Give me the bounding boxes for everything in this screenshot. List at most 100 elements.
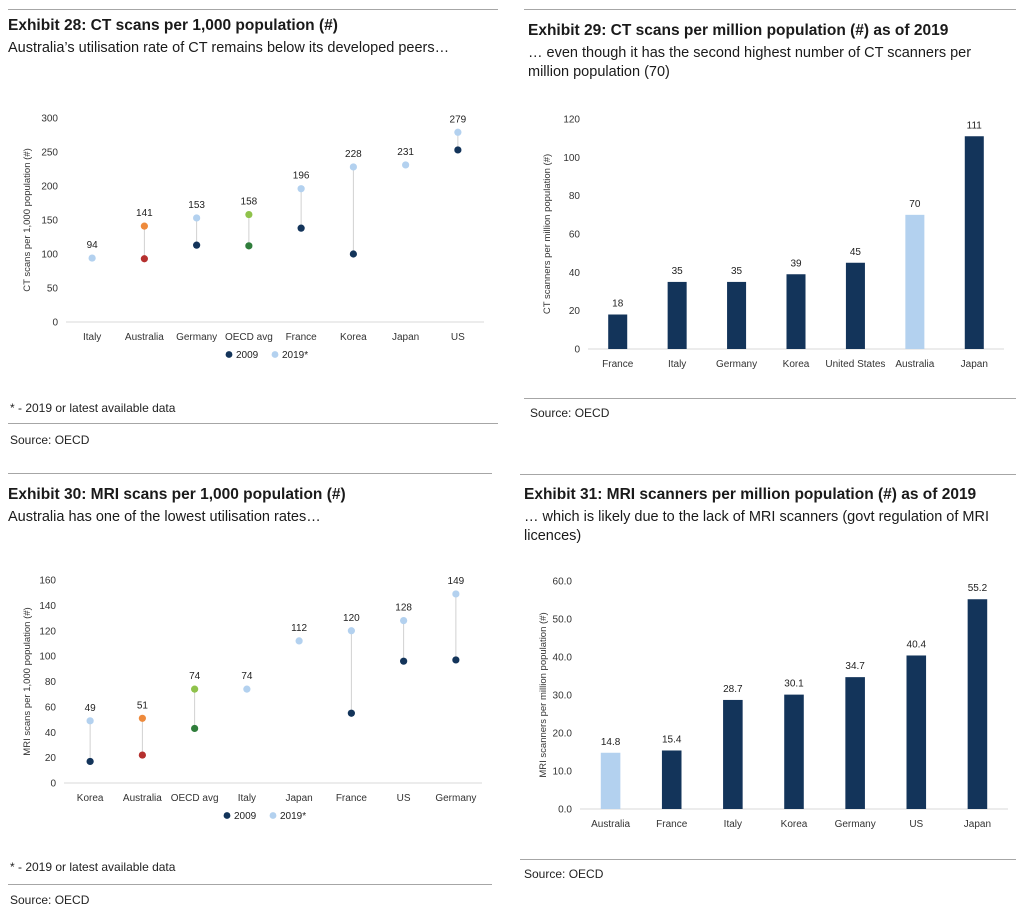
y-tick-label: 160 <box>39 576 56 587</box>
exhibit-31-subtitle: … which is likely due to the lack of MRI… <box>524 509 989 544</box>
bar <box>786 274 806 349</box>
divider-rule <box>524 398 1016 399</box>
data-label: 74 <box>189 671 201 682</box>
top-rule <box>520 474 1016 475</box>
x-tick-label: France <box>602 359 634 370</box>
legend-label-2009: 2009 <box>234 811 257 822</box>
x-tick-label: Germany <box>716 359 757 370</box>
bar <box>967 599 988 809</box>
y-tick-label: 0.0 <box>558 805 572 816</box>
x-tick-label: Japan <box>964 819 991 830</box>
data-label: 14.8 <box>601 737 621 748</box>
x-tick-label: Japan <box>961 359 988 370</box>
point-2019 <box>191 685 199 693</box>
data-label: 74 <box>241 671 253 682</box>
point-2019 <box>88 254 96 262</box>
data-label: 70 <box>909 199 921 210</box>
bar <box>905 214 925 349</box>
x-tick-label: Korea <box>340 332 367 343</box>
point-2019 <box>452 590 460 598</box>
y-tick-label: 140 <box>39 601 56 612</box>
data-label: 45 <box>850 247 862 258</box>
x-tick-label: Korea <box>781 819 808 830</box>
exhibit-29-subtitle: … even though it has the second highest … <box>528 45 972 80</box>
exhibit-29-chart: 0 20 40 60 80 100 120 CT scanners per million p… <box>542 115 1004 370</box>
bar <box>845 262 865 349</box>
x-tick-label: Italy <box>668 359 686 370</box>
data-label: 112 <box>291 623 307 634</box>
data-label: 128 <box>395 603 412 614</box>
point-2019 <box>86 717 94 725</box>
y-axis-label: CT scanners per million population (#) <box>542 154 553 314</box>
top-rule <box>8 473 492 474</box>
y-tick-label: 20 <box>45 753 57 764</box>
y-tick-label: 100 <box>563 153 580 164</box>
x-tick-label: Australia <box>591 819 630 830</box>
bar <box>723 699 743 809</box>
y-tick-label: 30.0 <box>553 691 573 702</box>
legend-marker-2019 <box>271 351 279 358</box>
bar <box>667 281 687 349</box>
y-tick-label: 80 <box>569 191 581 202</box>
divider-rule <box>8 884 492 885</box>
exhibit-28-subtitle: Australia’s utilisation rate of CT remai… <box>8 40 450 56</box>
point-2009 <box>454 146 462 154</box>
y-axis-label: MRI scans per 1,000 population (#) <box>22 607 33 755</box>
x-tick-label: United States <box>825 359 885 370</box>
divider-rule <box>520 859 1016 860</box>
point-2019 <box>193 214 201 222</box>
y-tick-label: 50.0 <box>553 615 573 626</box>
legend-marker-2019 <box>269 812 277 819</box>
x-tick-label: Korea <box>77 793 104 804</box>
point-2019 <box>402 161 410 169</box>
point-2009 <box>138 751 146 759</box>
point-2009 <box>452 656 460 664</box>
legend-marker-2009 <box>225 351 233 358</box>
bar <box>608 314 628 349</box>
y-tick-label: 60 <box>45 702 57 713</box>
point-2019 <box>400 617 408 625</box>
x-tick-label: US <box>909 819 923 830</box>
x-tick-label: Japan <box>392 332 419 343</box>
data-label: 40.4 <box>907 639 927 650</box>
x-tick-label: France <box>336 793 368 804</box>
exhibit-30-source: Source: OECD <box>10 893 90 907</box>
bar <box>906 655 927 809</box>
data-label: 196 <box>293 171 310 182</box>
point-2009 <box>347 709 355 717</box>
data-label: 30.1 <box>784 679 804 690</box>
x-tick-label: Korea <box>783 359 810 370</box>
y-tick-label: 0 <box>574 345 580 356</box>
point-2009 <box>297 224 305 232</box>
y-tick-label: 150 <box>41 216 58 227</box>
top-rule <box>524 9 1016 10</box>
point-2019 <box>245 210 253 219</box>
y-tick-label: 120 <box>563 115 580 126</box>
y-tick-label: 300 <box>41 114 58 125</box>
x-tick-label: Australia <box>125 332 164 343</box>
x-tick-label: France <box>656 819 688 830</box>
x-tick-label: Japan <box>286 793 313 804</box>
y-tick-label: 20 <box>569 306 581 317</box>
exhibit-29-title: Exhibit 29: CT scans per million populat… <box>528 22 949 39</box>
x-tick-label: Australia <box>123 793 162 804</box>
y-tick-label: 10.0 <box>553 767 573 778</box>
point-2019 <box>243 685 251 693</box>
point-2019 <box>140 222 148 230</box>
y-tick-label: 40 <box>45 728 57 739</box>
y-tick-label: 40.0 <box>553 653 573 664</box>
y-axis-label: CT scans per 1,000 population (#) <box>22 148 33 291</box>
x-tick-label: OECD avg <box>225 332 273 343</box>
point-2009 <box>86 757 94 766</box>
data-label: 55.2 <box>968 583 988 594</box>
bar <box>600 752 621 809</box>
bar <box>661 750 682 809</box>
y-tick-label: 60 <box>569 230 581 241</box>
point-2019 <box>295 637 303 645</box>
data-label: 35 <box>672 266 684 277</box>
y-tick-label: 20.0 <box>553 729 573 740</box>
point-2009 <box>140 255 148 263</box>
x-tick-label: France <box>286 332 318 343</box>
y-tick-label: 50 <box>47 284 59 295</box>
data-label: 49 <box>85 703 97 714</box>
